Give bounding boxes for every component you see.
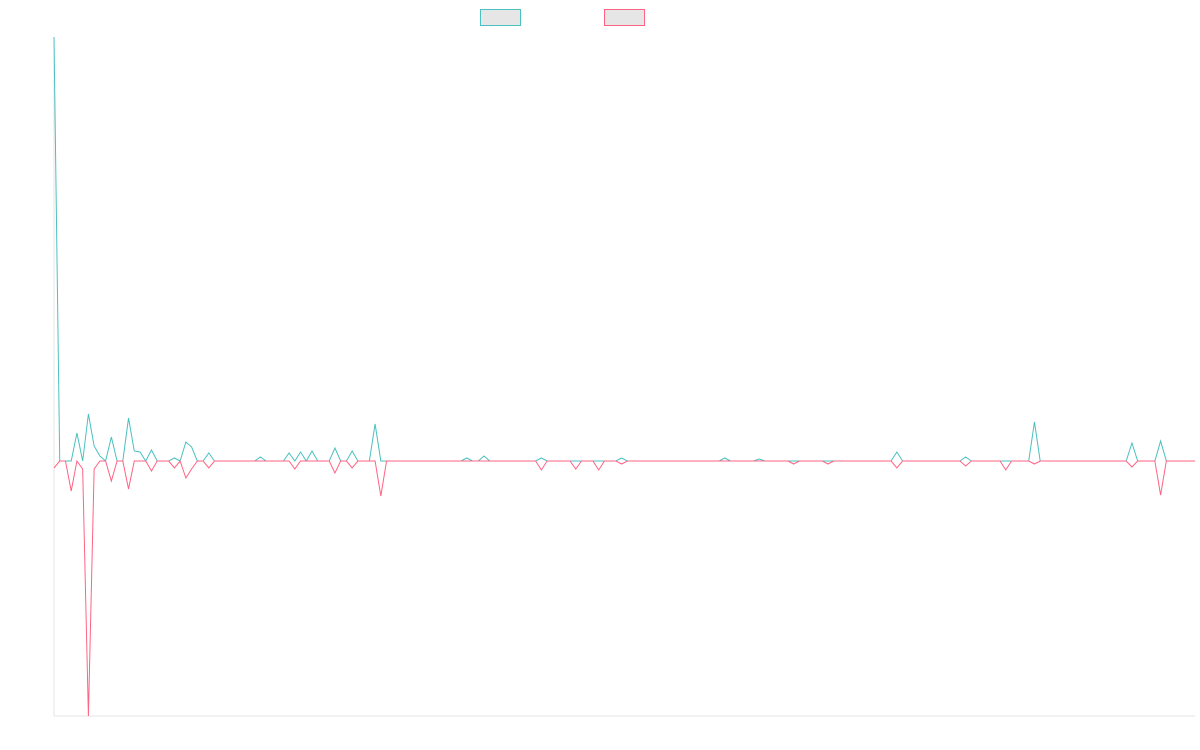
legend-swatch[interactable] [604,9,645,26]
line-series [53,459,1195,717]
line-series [53,36,1195,462]
legend-swatch[interactable] [480,9,521,26]
